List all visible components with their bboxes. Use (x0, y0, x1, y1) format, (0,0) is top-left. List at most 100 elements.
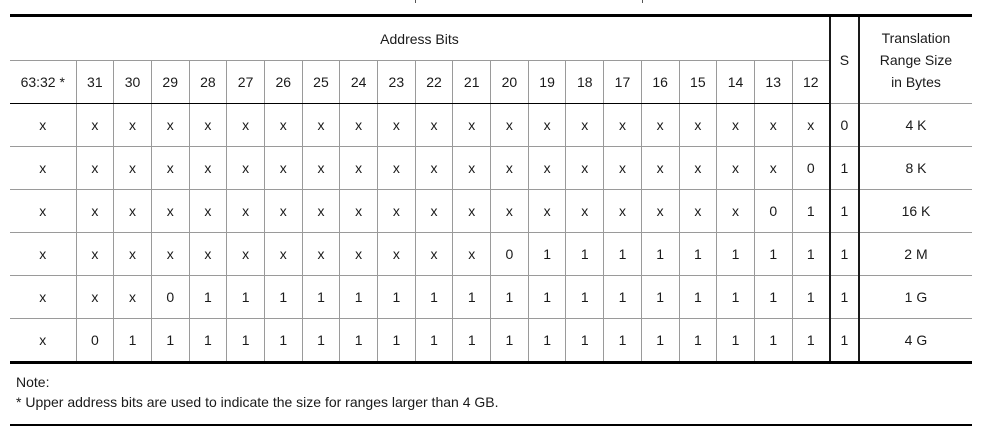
bit-cell: 1 (490, 275, 529, 319)
bit-cell: x (10, 275, 77, 319)
bit-cell: x (565, 146, 605, 190)
bit-cell: x (640, 189, 680, 233)
bit-cell: 1 (716, 232, 755, 276)
bit-cell: 1 (263, 275, 303, 319)
bit-cell: x (113, 146, 152, 190)
bit-cell: x (301, 103, 341, 147)
bit-cell: x (263, 103, 303, 147)
bit-cell: 1 (716, 275, 755, 319)
bit-cell: 1 (452, 275, 492, 319)
bit-cell: x (527, 146, 567, 190)
s-header: S (828, 14, 860, 104)
header-row-group: Address Bits S Translation Range Size in… (10, 14, 972, 104)
bit-header-cell: 28 (188, 60, 228, 104)
bit-cell: x (716, 103, 755, 147)
bit-cell: x (263, 232, 303, 276)
bit-cell: x (640, 146, 680, 190)
bit-cell: 0 (791, 146, 831, 190)
bit-cell: x (150, 103, 190, 147)
bit-header-cell: 24 (339, 60, 378, 104)
bit-cell: x (10, 103, 77, 147)
bit-cell: x (75, 275, 115, 319)
bit-cell: x (603, 189, 642, 233)
bit-cell: 1 (678, 318, 718, 364)
bit-cell: x (263, 146, 303, 190)
bit-cell: 1 (791, 232, 831, 276)
bit-cell: 1 (640, 318, 680, 364)
bit-cell: x (75, 189, 115, 233)
bit-header-cell: 12 (791, 60, 830, 104)
bit-cell: x (150, 146, 190, 190)
note-title: Note: (16, 374, 50, 390)
bit-cell: x (339, 146, 378, 190)
size-cell: 4 G (858, 318, 972, 364)
bit-cell: x (603, 146, 642, 190)
bit-cell: 1 (527, 232, 567, 276)
bit-header-cell: 16 (640, 60, 680, 104)
bit-header-cell: 27 (226, 60, 265, 104)
bit-cell: 1 (565, 275, 605, 319)
bit-cell: x (150, 232, 190, 276)
bit-cell: x (339, 232, 378, 276)
bit-header-cell: 26 (263, 60, 303, 104)
bit-cell: 1 (753, 318, 793, 364)
top-stub-mark (642, 0, 643, 3)
bit-cell: x (226, 232, 265, 276)
bit-cell: 1 (188, 275, 228, 319)
bit-cell: 1 (113, 318, 152, 364)
bit-cell: 1 (226, 318, 265, 364)
size-cell: 2 M (858, 232, 972, 276)
bit-cell: x (452, 232, 492, 276)
bit-cell: x (113, 189, 152, 233)
bit-cell: x (377, 232, 416, 276)
bit-header-cell: 29 (150, 60, 190, 104)
bit-cell: x (75, 232, 115, 276)
bit-cell: x (75, 146, 115, 190)
bit-cell: x (414, 146, 454, 190)
bit-header-cell: 20 (490, 60, 529, 104)
bit-header-cell: 63:32 * (10, 60, 77, 104)
bit-cell: x (301, 232, 341, 276)
bit-cell: 1 (716, 318, 755, 364)
bit-cell: 1 (640, 232, 680, 276)
bit-cell: x (188, 103, 228, 147)
bit-cell: x (188, 146, 228, 190)
bit-cell: x (377, 189, 416, 233)
bit-header-cell: 15 (678, 60, 718, 104)
bit-cell: x (301, 189, 341, 233)
bit-cell: 0 (75, 318, 115, 364)
bit-header-cell: 19 (527, 60, 567, 104)
size-cell: 8 K (858, 146, 972, 190)
bit-cell: 1 (753, 232, 793, 276)
bit-cell: 1 (678, 232, 718, 276)
bit-cell: x (113, 103, 152, 147)
bit-cell: x (452, 103, 492, 147)
bit-cell: 0 (753, 189, 793, 233)
bit-cell: x (452, 189, 492, 233)
translation-size-header-line: in Bytes (891, 74, 941, 90)
bit-cell: 1 (301, 275, 341, 319)
bottom-rule (10, 424, 972, 426)
bit-cell: x (10, 318, 77, 364)
bit-cell: x (640, 103, 680, 147)
bit-cell: 1 (452, 318, 492, 364)
bit-cell: 0 (490, 232, 529, 276)
bit-cell: 1 (301, 318, 341, 364)
s-cell: 0 (828, 103, 860, 147)
translation-size-header: Translation Range Size in Bytes (858, 14, 972, 104)
bit-cell: x (452, 146, 492, 190)
bit-cell: x (753, 146, 793, 190)
bit-cell: 1 (188, 318, 228, 364)
bit-cell: x (490, 189, 529, 233)
bit-cell: x (527, 103, 567, 147)
s-cell: 1 (828, 232, 860, 276)
bit-cell: 1 (791, 318, 831, 364)
bit-cell: x (113, 232, 152, 276)
bit-cell: x (263, 189, 303, 233)
bit-header-cell: 23 (377, 60, 416, 104)
bit-cell: 1 (150, 318, 190, 364)
bit-cell: x (188, 232, 228, 276)
